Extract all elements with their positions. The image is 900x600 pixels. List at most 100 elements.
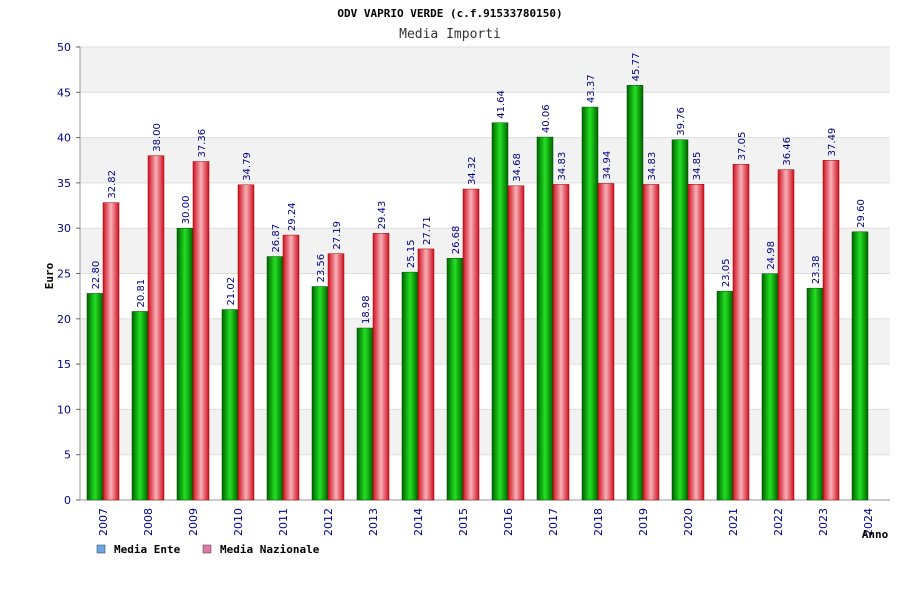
bar-media-nazionale-2023 — [822, 160, 840, 501]
bar-media-ente-2011 — [266, 256, 284, 501]
value-label-media-nazionale-2007: 32.82 — [107, 170, 118, 199]
value-label-media-nazionale-2020: 34.85 — [692, 152, 703, 181]
value-label-media-ente-2014: 25.15 — [406, 240, 417, 269]
x-tick-label: 2010 — [232, 508, 245, 536]
value-label-media-nazionale-2014: 27.71 — [422, 216, 433, 245]
value-labels: 22.80 32.82 20.81 38.00 30.00 37.36 21.02 34.79… — [91, 53, 867, 324]
value-label-media-nazionale-2017: 34.83 — [557, 152, 568, 181]
value-label-media-ente-2023: 23.38 — [811, 256, 822, 285]
y-tick-label: 30 — [57, 222, 71, 235]
value-label-media-ente-2012: 23.56 — [316, 254, 327, 283]
bar-media-nazionale-2014 — [417, 248, 435, 501]
x-tick-label: 2018 — [592, 508, 605, 536]
x-tick-label: 2008 — [142, 508, 155, 536]
x-tick-label: 2009 — [187, 508, 200, 536]
bar-media-nazionale-2019 — [642, 184, 660, 501]
bar-media-nazionale-2008 — [147, 155, 165, 501]
plot-band — [80, 182, 890, 229]
value-label-media-nazionale-2013: 29.43 — [377, 201, 388, 230]
value-label-media-ente-2010: 21.02 — [226, 277, 237, 306]
bar-media-nazionale-2020 — [687, 184, 705, 501]
x-axis-label: Anno — [862, 528, 889, 541]
chart-title: ODV VAPRIO VERDE (c.f.91533780150) — [337, 7, 562, 20]
bar-media-nazionale-2009 — [192, 161, 210, 501]
bar-media-nazionale-2007 — [102, 202, 120, 501]
bar-media-ente-2018 — [581, 106, 599, 501]
y-tick-label: 15 — [57, 358, 71, 371]
plot-band — [80, 318, 890, 365]
value-label-media-ente-2024: 29.60 — [856, 199, 867, 228]
bar-media-ente-2013 — [356, 327, 374, 501]
bar-media-nazionale-2012 — [327, 253, 345, 501]
bar-media-ente-2008 — [131, 311, 149, 501]
bar-media-ente-2015 — [446, 258, 464, 501]
value-label-media-nazionale-2011: 29.24 — [287, 202, 298, 231]
value-label-media-nazionale-2015: 34.32 — [467, 156, 478, 185]
x-tick-label: 2021 — [727, 508, 740, 536]
bar-media-ente-2023 — [806, 287, 824, 501]
bar-media-ente-2012 — [311, 286, 329, 501]
x-tick-label: 2013 — [367, 508, 380, 536]
value-label-media-ente-2022: 24.98 — [766, 241, 777, 270]
value-label-media-nazionale-2023: 37.49 — [827, 128, 838, 157]
value-label-media-nazionale-2008: 38.00 — [152, 123, 163, 152]
bar-media-nazionale-2015 — [462, 188, 480, 501]
bar-media-ente-2007 — [86, 293, 104, 501]
bar-media-ente-2010 — [221, 309, 239, 501]
plot-band — [80, 228, 890, 274]
value-label-media-ente-2018: 43.37 — [586, 74, 597, 103]
value-label-media-nazionale-2021: 37.05 — [737, 132, 748, 161]
bar-media-nazionale-2013 — [372, 233, 390, 501]
value-label-media-nazionale-2019: 34.83 — [647, 152, 658, 181]
bar-media-nazionale-2018 — [597, 183, 615, 501]
value-label-media-nazionale-2009: 37.36 — [197, 129, 208, 158]
y-axis-label: Euro — [43, 262, 56, 289]
y-tick-label: 25 — [57, 268, 71, 281]
value-label-media-nazionale-2010: 34.79 — [242, 152, 253, 181]
y-tick-label: 20 — [57, 313, 71, 326]
value-label-media-ente-2021: 23.05 — [721, 259, 732, 288]
y-tick-label: 35 — [57, 177, 71, 190]
bar-media-ente-2014 — [401, 271, 419, 501]
value-label-media-ente-2009: 30.00 — [181, 196, 192, 225]
y-tick-label: 5 — [64, 449, 71, 462]
bar-media-ente-2017 — [536, 136, 554, 501]
x-tick-label: 2014 — [412, 508, 425, 536]
y-tick-label: 0 — [64, 494, 71, 507]
plot-band — [80, 409, 890, 455]
bars — [86, 85, 869, 501]
value-label-media-ente-2013: 18.98 — [361, 295, 372, 324]
x-axis-ticks: 2007 2008 2009 2010 2011 2012 2013 2014 2015 2016… — [97, 508, 875, 536]
y-tick-label: 10 — [57, 403, 71, 416]
x-tick-label: 2011 — [277, 508, 290, 536]
value-label-media-ente-2019: 45.77 — [631, 53, 642, 82]
bar-media-ente-2019 — [626, 85, 644, 501]
bar-media-nazionale-2016 — [507, 185, 525, 501]
value-label-media-ente-2015: 26.68 — [451, 226, 462, 255]
bar-media-ente-2009 — [176, 227, 194, 501]
value-label-media-nazionale-2012: 27.19 — [332, 221, 343, 250]
bar-media-ente-2020 — [671, 139, 689, 501]
value-label-media-ente-2007: 22.80 — [91, 261, 102, 290]
plot-band — [80, 454, 890, 500]
plot-band — [80, 364, 890, 410]
x-tick-label: 2007 — [97, 508, 110, 536]
y-axis-ticks: 0 5 10 15 20 25 30 35 40 45 50 — [57, 41, 80, 507]
bar-media-ente-2024 — [851, 231, 869, 501]
plot-band — [80, 92, 890, 138]
x-tick-label: 2016 — [502, 508, 515, 536]
x-tick-label: 2023 — [817, 508, 830, 536]
bar-media-nazionale-2011 — [282, 234, 300, 501]
value-label-media-ente-2011: 26.87 — [271, 224, 282, 253]
plot-band — [80, 47, 890, 93]
chart-subtitle: Media Importi — [399, 27, 501, 42]
value-label-media-nazionale-2016: 34.68 — [512, 153, 523, 182]
legend-swatch-media-nazionale — [202, 544, 212, 554]
value-label-media-nazionale-2022: 36.46 — [782, 137, 793, 166]
bar-media-ente-2021 — [716, 290, 734, 501]
value-label-media-nazionale-2018: 34.94 — [602, 151, 613, 180]
x-tick-label: 2019 — [637, 508, 650, 536]
plot-band — [80, 137, 890, 183]
bar-media-ente-2022 — [761, 273, 779, 501]
